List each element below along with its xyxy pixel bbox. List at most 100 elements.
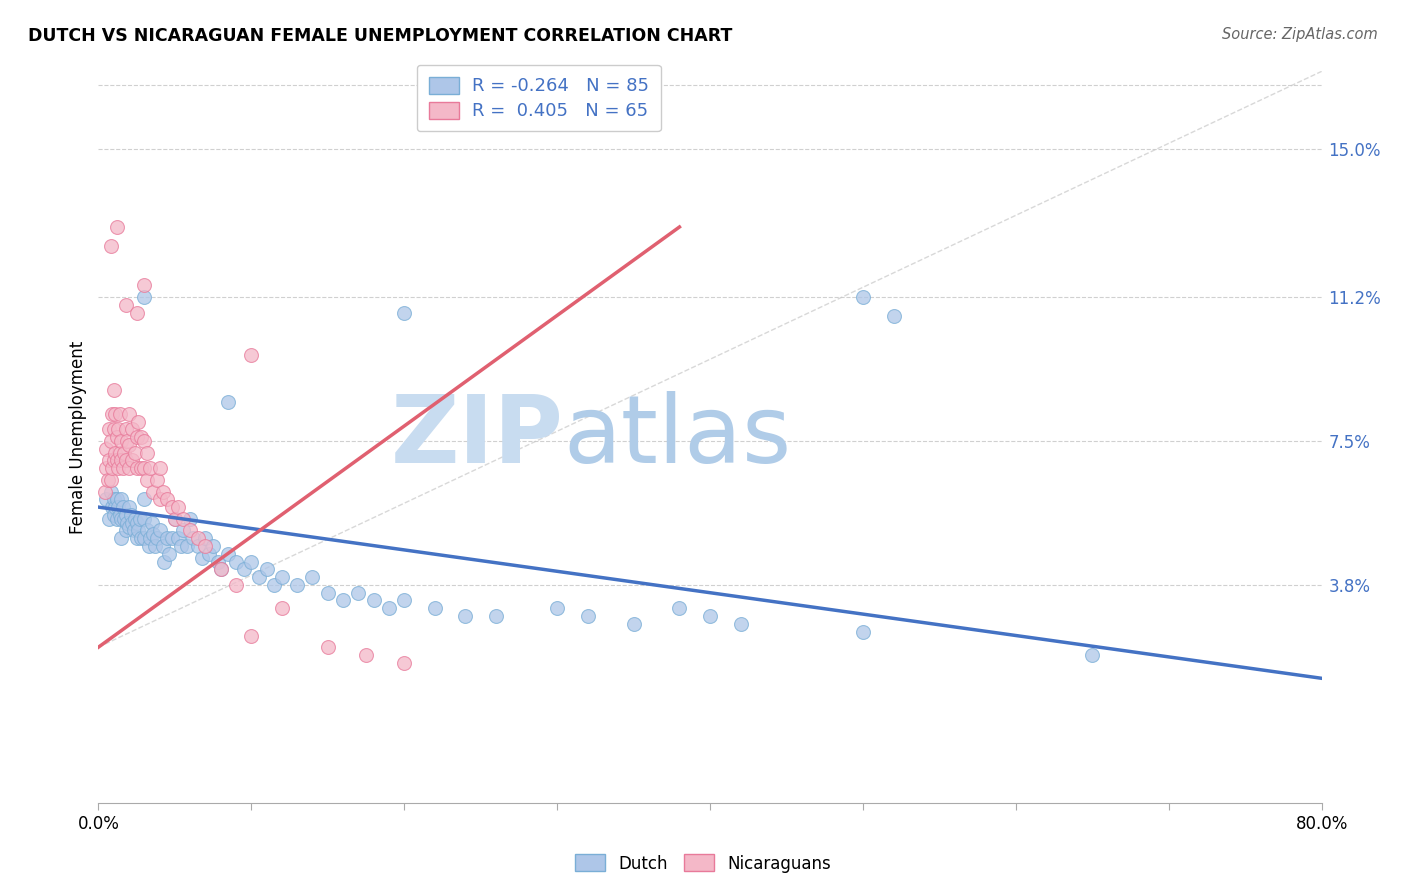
Point xyxy=(115,453,138,467)
Point xyxy=(225,555,247,569)
Point xyxy=(668,601,690,615)
Point xyxy=(117,434,139,448)
Point xyxy=(107,500,129,515)
Point xyxy=(105,430,128,444)
Point xyxy=(152,484,174,499)
Point xyxy=(107,422,129,436)
Point xyxy=(160,500,183,515)
Point xyxy=(423,601,446,615)
Point xyxy=(129,430,152,444)
Point xyxy=(163,512,186,526)
Point xyxy=(152,539,174,553)
Point xyxy=(163,512,186,526)
Point xyxy=(107,461,129,475)
Point xyxy=(145,473,167,487)
Point xyxy=(240,348,263,362)
Point xyxy=(217,395,239,409)
Text: DUTCH VS NICARAGUAN FEMALE UNEMPLOYMENT CORRELATION CHART: DUTCH VS NICARAGUAN FEMALE UNEMPLOYMENT … xyxy=(28,27,733,45)
Point xyxy=(124,445,146,459)
Point xyxy=(149,524,172,538)
Point xyxy=(142,527,165,541)
Point xyxy=(121,516,143,530)
Text: ZIP: ZIP xyxy=(391,391,564,483)
Point xyxy=(347,585,370,599)
Point xyxy=(121,453,143,467)
Point xyxy=(108,445,131,459)
Point xyxy=(105,492,128,507)
Point xyxy=(103,508,125,522)
Point xyxy=(134,278,156,293)
Point xyxy=(149,461,172,475)
Text: atlas: atlas xyxy=(564,391,792,483)
Point xyxy=(112,512,135,526)
Point xyxy=(1081,648,1104,662)
Point xyxy=(167,500,190,515)
Point xyxy=(136,445,159,459)
Point xyxy=(209,562,232,576)
Point xyxy=(194,539,217,553)
Point xyxy=(134,434,156,448)
Point xyxy=(730,616,752,631)
Point xyxy=(139,531,162,545)
Point xyxy=(100,484,122,499)
Point xyxy=(104,500,127,515)
Point xyxy=(136,473,159,487)
Point xyxy=(134,492,156,507)
Point xyxy=(127,524,149,538)
Point xyxy=(263,578,285,592)
Point xyxy=(240,628,263,642)
Point xyxy=(118,407,141,421)
Point xyxy=(98,512,121,526)
Point xyxy=(104,407,127,421)
Point xyxy=(110,434,132,448)
Point xyxy=(160,531,183,545)
Point xyxy=(129,531,152,545)
Point xyxy=(270,601,292,615)
Point xyxy=(883,310,905,324)
Point xyxy=(118,461,141,475)
Point xyxy=(97,473,120,487)
Point xyxy=(128,512,150,526)
Point xyxy=(623,616,645,631)
Point xyxy=(118,519,141,533)
Point xyxy=(138,539,160,553)
Point xyxy=(194,531,217,545)
Point xyxy=(217,547,239,561)
Point xyxy=(454,609,477,624)
Point xyxy=(156,531,179,545)
Point xyxy=(127,415,149,429)
Point xyxy=(110,512,132,526)
Point xyxy=(167,531,190,545)
Point xyxy=(270,570,292,584)
Point xyxy=(392,656,416,670)
Point xyxy=(546,601,568,615)
Point xyxy=(170,539,193,553)
Point xyxy=(101,500,124,515)
Point xyxy=(285,578,308,592)
Point xyxy=(121,422,143,436)
Point xyxy=(141,516,163,530)
Point xyxy=(120,508,142,522)
Point xyxy=(125,430,148,444)
Point xyxy=(115,298,138,312)
Point xyxy=(316,585,339,599)
Point xyxy=(202,539,225,553)
Point xyxy=(197,547,219,561)
Point xyxy=(115,524,138,538)
Text: Source: ZipAtlas.com: Source: ZipAtlas.com xyxy=(1222,27,1378,42)
Point xyxy=(103,422,125,436)
Point xyxy=(176,539,198,553)
Point xyxy=(110,492,132,507)
Point xyxy=(187,539,209,553)
Point xyxy=(134,531,156,545)
Point xyxy=(98,422,121,436)
Point xyxy=(852,624,875,639)
Point xyxy=(104,445,127,459)
Point xyxy=(172,512,194,526)
Point xyxy=(142,484,165,499)
Point xyxy=(111,500,134,515)
Point xyxy=(108,508,131,522)
Point xyxy=(110,453,132,467)
Point xyxy=(485,609,508,624)
Point xyxy=(172,524,194,538)
